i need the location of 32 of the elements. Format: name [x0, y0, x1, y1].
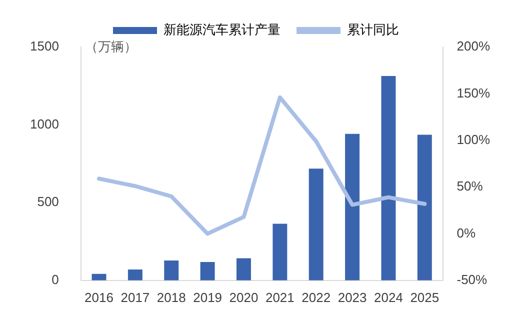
y-axis-title: （万辆）: [84, 39, 137, 54]
y2-tick-label: 100%: [456, 132, 490, 147]
y-tick-label: 1500: [30, 38, 59, 54]
x-tick-label: 2016: [84, 290, 114, 305]
x-tick-label: 2021: [265, 290, 294, 305]
x-tick-label: 2017: [120, 290, 150, 305]
x-tick-label: 2020: [229, 290, 258, 305]
legend-label: 新能源汽车累计产量: [164, 22, 280, 38]
y2-tick-label: 0%: [456, 225, 476, 240]
x-tick-label: 2025: [410, 290, 440, 305]
bar: [308, 168, 324, 280]
bar: [345, 134, 360, 280]
bar: [164, 260, 179, 280]
y-tick-label: 0: [52, 272, 59, 287]
bar: [128, 270, 142, 280]
x-tick-label: 2018: [156, 290, 186, 305]
x-tick-label: 2023: [338, 290, 367, 305]
bar: [272, 224, 288, 280]
y2-tick-label: 150%: [456, 85, 490, 100]
legend-label: 累计同比: [347, 22, 399, 38]
y2-tick-label: 50%: [456, 178, 484, 194]
y2-tick-label: 200%: [456, 38, 490, 54]
y-tick-label: 500: [37, 194, 59, 210]
x-tick-label: 2019: [193, 290, 222, 305]
y2-tick-label: -50%: [456, 272, 488, 287]
bar: [200, 262, 215, 280]
bar: [417, 134, 432, 280]
bar: [236, 258, 251, 280]
y-tick-label: 1000: [30, 116, 59, 132]
x-tick-label: 2024: [374, 290, 403, 305]
x-tick-label: 2022: [302, 290, 331, 305]
bar: [381, 76, 396, 280]
